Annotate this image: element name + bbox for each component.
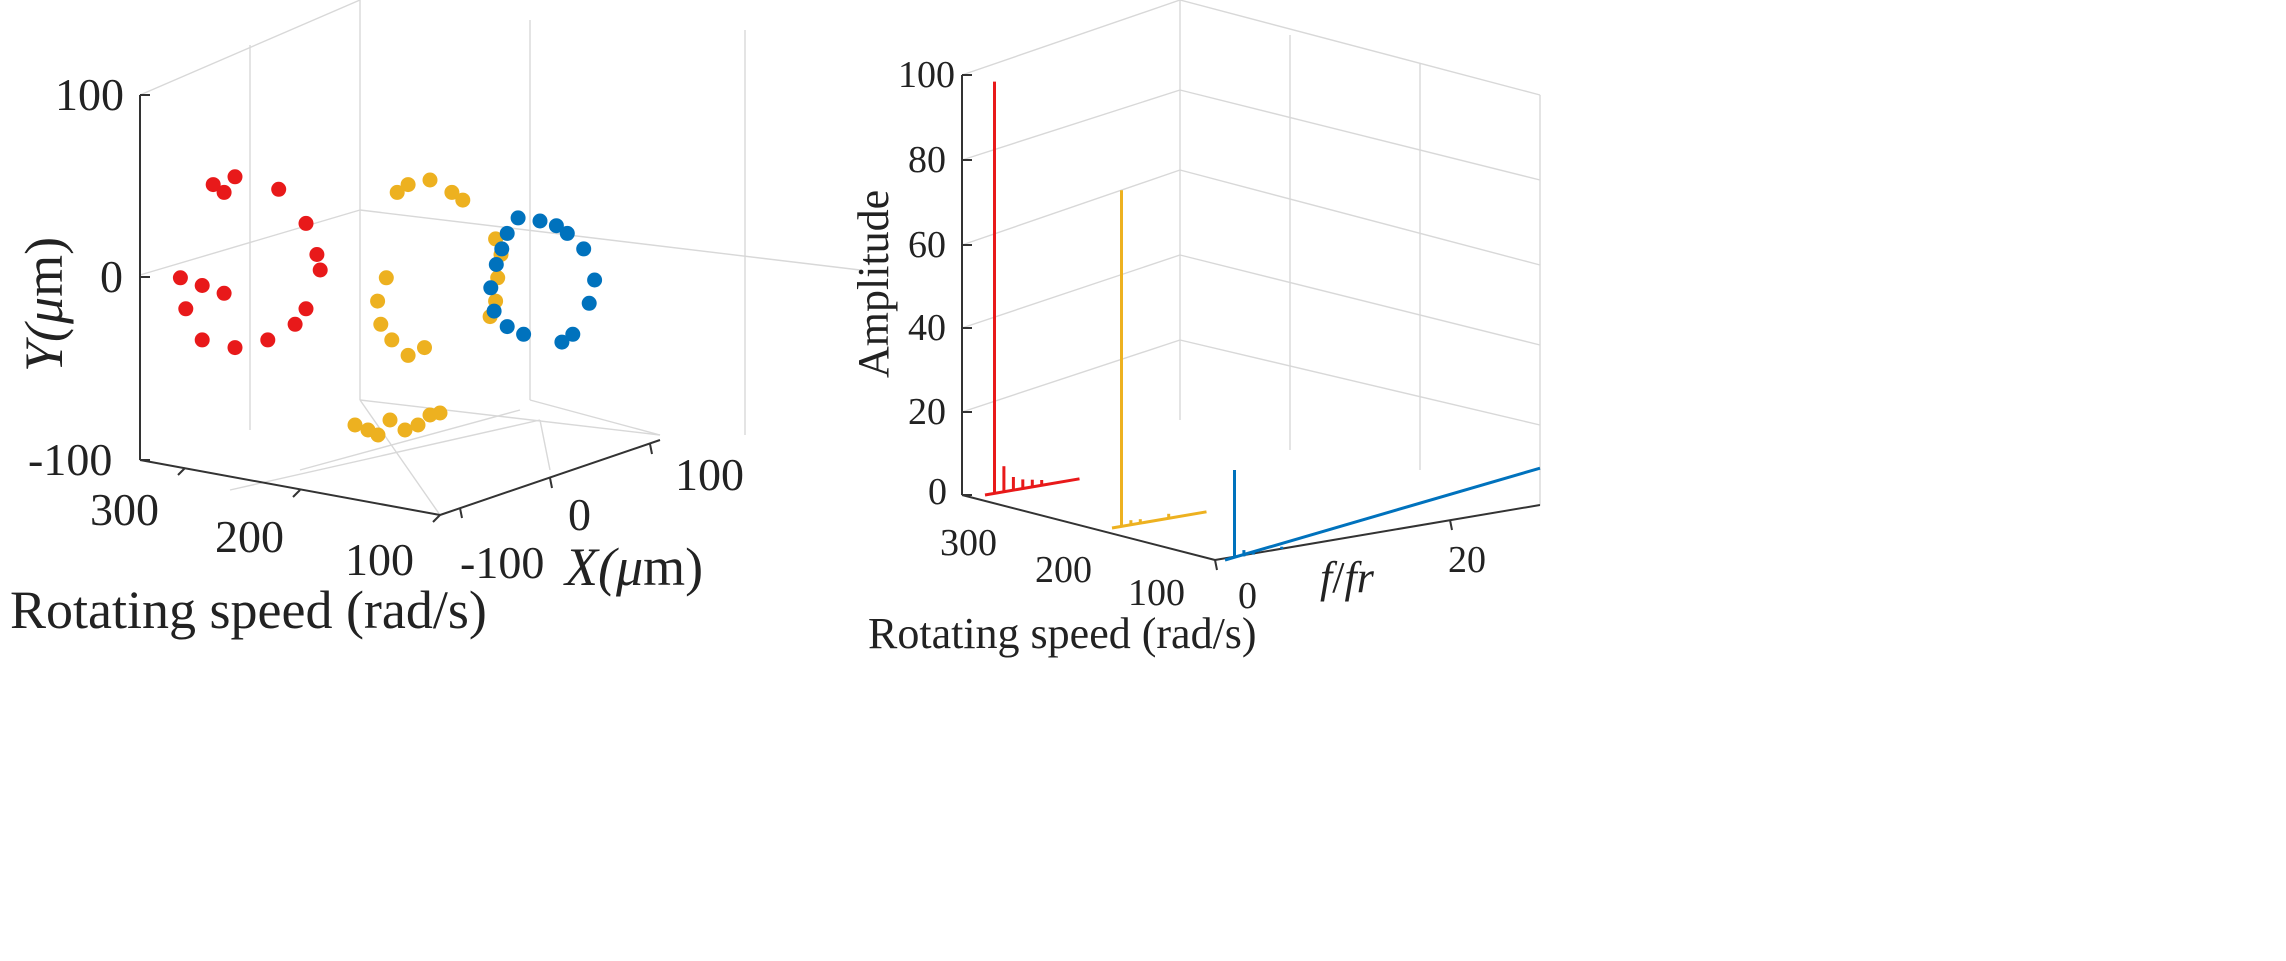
scatter-point-2-9 <box>565 326 581 342</box>
scatter-point-0-1 <box>216 184 232 200</box>
right-y-tick-60: 60 <box>908 224 946 266</box>
scatter-point-0-14 <box>194 278 210 293</box>
floor-projection-point-3 <box>382 412 398 428</box>
scatter-point-0-12 <box>178 301 194 317</box>
scatter-point-2-11 <box>587 272 603 288</box>
scatter-point-0-0 <box>205 177 221 193</box>
scatter-point-1-4 <box>455 192 471 208</box>
scatter-point-0-13 <box>172 270 188 286</box>
scatter-point-2-2 <box>494 241 510 257</box>
right-z-tick-300: 300 <box>940 522 997 564</box>
scatter-point-1-10 <box>417 340 432 356</box>
scatter-point-0-10 <box>227 340 243 356</box>
scatter-point-0-11 <box>194 332 210 348</box>
right-y-axis-label: Amplitude <box>849 190 898 378</box>
left-x-axis-label: X(μm) <box>563 537 703 597</box>
left-grid <box>139 0 861 516</box>
baseline-0 <box>984 477 1080 497</box>
scatter-point-0-9 <box>260 332 276 348</box>
right-x-tick-20: 20 <box>1448 539 1486 581</box>
scatter-point-2-13 <box>559 225 575 241</box>
scatter-point-1-3 <box>444 184 460 200</box>
floor-projection-point-5 <box>410 417 426 433</box>
scatter-point-2-15 <box>532 213 548 229</box>
left-z-tick-300: 300 <box>90 484 159 535</box>
right-z-tick-200: 200 <box>1035 549 1092 591</box>
left-y-tick-100: 100 <box>55 69 124 120</box>
right-y-tick-0: 0 <box>928 471 947 513</box>
scatter-point-2-8 <box>554 334 570 350</box>
scatter-point-2-10 <box>581 295 597 311</box>
scatter-point-1-1 <box>400 177 416 193</box>
scatter-point-2-5 <box>486 303 502 319</box>
scatter-point-1-12 <box>384 332 400 348</box>
scatter-point-2-14 <box>548 218 564 234</box>
scatter-point-0-3 <box>271 181 287 197</box>
left-x-tick-neg100: -100 <box>460 537 544 588</box>
scatter-point-1-15 <box>378 270 394 286</box>
scatter-point-0-15 <box>216 285 232 301</box>
left-x-tick-100: 100 <box>675 449 744 500</box>
floor-projection-point-0 <box>347 417 363 433</box>
left-z-tick-100: 100 <box>345 534 414 585</box>
scatter-point-1-0 <box>389 184 405 200</box>
right-axes <box>961 74 1541 571</box>
scatter-point-2-1 <box>510 210 526 226</box>
scatter-point-0-4 <box>298 215 314 231</box>
right-series <box>984 81 1541 562</box>
scatter-point-0-7 <box>298 301 314 317</box>
left-axes <box>139 94 661 523</box>
scatter-point-2-6 <box>499 319 515 335</box>
left-3d-scatter-chart: 100 0 -100 300 200 100 -100 0 100 Y(μm) … <box>10 0 861 640</box>
scatter-point-0-5 <box>309 247 325 262</box>
right-y-tick-100: 100 <box>898 54 955 96</box>
scatter-point-0-6 <box>312 262 328 278</box>
scatter-point-2-0 <box>499 225 515 241</box>
scatter-point-2-7 <box>516 326 532 342</box>
left-z-tick-200: 200 <box>215 511 284 562</box>
scatter-point-0-2 <box>227 169 243 185</box>
right-y-tick-40: 40 <box>908 307 946 349</box>
baseline-2 <box>1224 466 1541 562</box>
scatter-point-1-2 <box>422 172 438 188</box>
right-z-tick-100: 100 <box>1128 572 1185 614</box>
right-y-tick-80: 80 <box>908 139 946 181</box>
right-x-tick-0: 0 <box>1238 575 1257 617</box>
baseline-1 <box>1111 510 1207 530</box>
scatter-point-2-12 <box>576 241 592 257</box>
right-z-axis-label: Rotating speed (rad/s) <box>868 609 1257 658</box>
right-grid <box>961 0 1541 505</box>
scatter-point-0-8 <box>287 316 303 332</box>
right-y-tick-20: 20 <box>908 391 946 433</box>
scatter-point-2-4 <box>483 280 499 296</box>
scatter-point-1-11 <box>400 347 416 363</box>
scatter-point-1-13 <box>373 316 389 332</box>
floor-projection-point-4 <box>397 422 413 438</box>
scatter-point-2-3 <box>488 257 504 272</box>
left-x-tick-0: 0 <box>568 489 591 540</box>
left-y-axis-label: Y(μm) <box>14 237 74 372</box>
right-3d-spectrum-chart: 100 80 60 40 20 0 300 200 100 0 20 Ampli… <box>849 0 1541 658</box>
left-z-axis-label: Rotating speed (rad/s) <box>10 580 487 640</box>
floor-projection-point-2 <box>370 427 386 443</box>
left-series <box>172 169 603 443</box>
left-y-tick-neg100: -100 <box>28 434 112 485</box>
right-x-axis-label: f/fr <box>1320 553 1375 602</box>
floor-projection-point-7 <box>432 405 448 421</box>
left-y-tick-0: 0 <box>100 251 123 302</box>
scatter-point-1-14 <box>370 293 386 309</box>
